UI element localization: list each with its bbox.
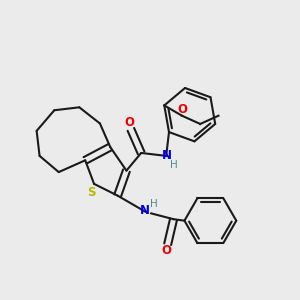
Text: H: H <box>170 160 177 170</box>
Text: N: N <box>162 148 172 161</box>
Text: H: H <box>150 199 158 208</box>
Text: N: N <box>140 205 150 218</box>
Text: O: O <box>161 244 171 257</box>
Text: O: O <box>124 116 134 129</box>
Text: S: S <box>88 186 96 199</box>
Text: O: O <box>178 103 188 116</box>
